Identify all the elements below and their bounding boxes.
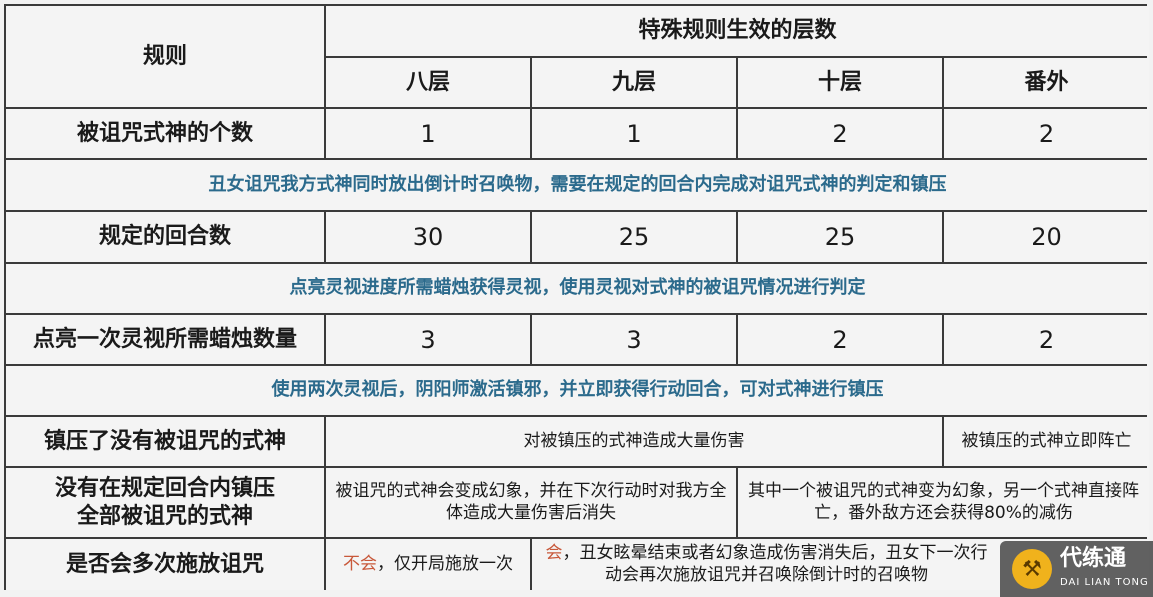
cell-value: 2 [738, 109, 942, 158]
logo-sub: DAI LIAN TONG [1060, 577, 1149, 588]
header-level: 十层 [738, 58, 942, 107]
highlight-text: 不会 [343, 553, 377, 574]
cell-value: 25 [532, 212, 736, 262]
header-group: 特殊规则生效的层数 [326, 6, 1149, 56]
cell-value: 被镇压的式神立即阵亡 [944, 417, 1149, 466]
cell-value: 20 [944, 212, 1149, 262]
header-level: 八层 [326, 58, 530, 107]
row-label: 被诅咒式神的个数 [6, 109, 324, 158]
cell-value: 对被镇压的式神造成大量伤害 [326, 417, 942, 466]
logo-name: 代练通 [1060, 546, 1127, 571]
row-label: 是否会多次施放诅咒 [6, 539, 324, 590]
cell-value: 3 [326, 315, 530, 364]
cell-value: 2 [944, 315, 1149, 364]
row-label: 没有在规定回合内镇压全部被诅咒的式神 [6, 468, 324, 537]
cell-value: 不会，仅开局施放一次 [326, 539, 530, 590]
rules-table: 规则 特殊规则生效的层数 八层 九层 十层 番外 被诅咒式神的个数 1 1 2 … [4, 4, 1149, 590]
note-row: 使用两次灵视后，阴阳师激活镇邪，并立即获得行动回合，可对式神进行镇压 [6, 366, 1149, 415]
cell-value: 3 [532, 315, 736, 364]
cell-text: ，仅开局施放一次 [377, 553, 513, 574]
header-rule: 规则 [6, 6, 324, 107]
cell-value: 被诅咒的式神会变成幻象，并在下次行动时对我方全体造成大量伤害后消失 [326, 468, 736, 537]
logo-icon: ⚒ [1012, 549, 1052, 589]
row-label: 镇压了没有被诅咒的式神 [6, 417, 324, 466]
header-level: 番外 [944, 58, 1149, 107]
note-row: 丑女诅咒我方式神同时放出倒计时召唤物，需要在规定的回合内完成对诅咒式神的判定和镇… [6, 160, 1149, 210]
highlight-text: 会 [545, 543, 563, 564]
cell-value: 1 [532, 109, 736, 158]
cell-value: 其中一个被诅咒的式神变为幻象，另一个式神直接阵亡，番外敌方还会获得80%的减伤 [738, 468, 1149, 537]
cell-value: 2 [738, 315, 942, 364]
cell-value: 25 [738, 212, 942, 262]
cell-value: 1 [326, 109, 530, 158]
watermark-logo: ⚒ 代练通 DAI LIAN TONG [1000, 541, 1153, 597]
header-level: 九层 [532, 58, 736, 107]
cell-value: 30 [326, 212, 530, 262]
note-row: 点亮灵视进度所需蜡烛获得灵视，使用灵视对式神的被诅咒情况进行判定 [6, 264, 1149, 313]
cell-text: ，丑女眩晕结束或者幻象造成伤害消失后，丑女下一次行动会再次施放诅咒并召唤除倒计时… [562, 543, 988, 585]
row-label: 点亮一次灵视所需蜡烛数量 [6, 315, 324, 364]
row-label: 规定的回合数 [6, 212, 324, 262]
cell-value: 2 [944, 109, 1149, 158]
